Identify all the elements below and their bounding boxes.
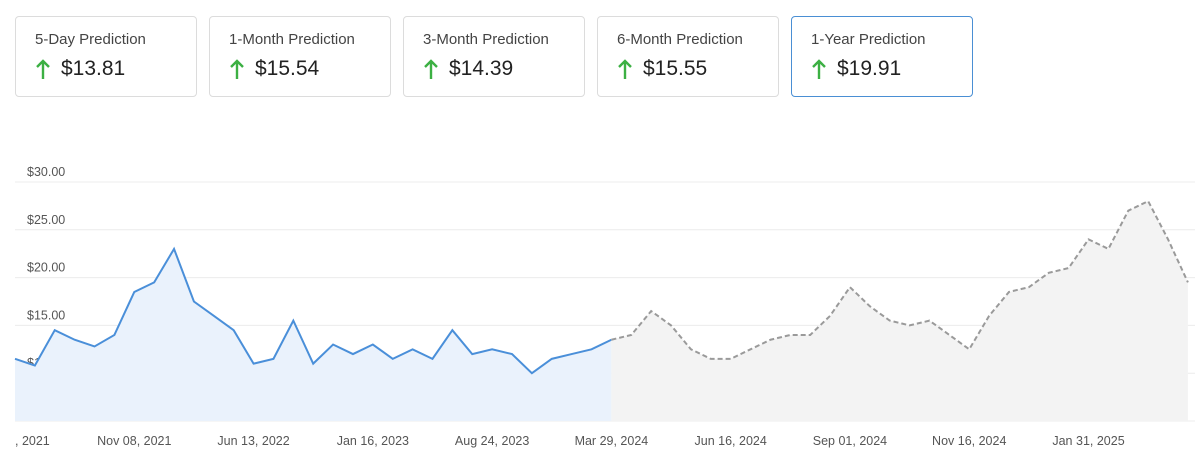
prediction-card[interactable]: 6-Month Prediction $15.55 [597, 16, 779, 97]
x-tick-label: Jan 16, 2023 [337, 434, 409, 448]
x-tick-label: Mar 29, 2024 [575, 434, 649, 448]
area [611, 201, 1188, 421]
card-value: $14.39 [449, 57, 514, 80]
prediction-card[interactable]: 1-Month Prediction $15.54 [209, 16, 391, 97]
card-value: $19.91 [837, 57, 902, 80]
chart: $5.00$10.00$15.00$20.00$25.00$30.00, 202… [14, 165, 1195, 448]
card-title: 5-Day Prediction [35, 31, 146, 48]
y-tick-label: $15.00 [27, 308, 65, 322]
area [15, 248, 612, 421]
x-tick-label: Jun 16, 2024 [695, 434, 767, 448]
card-title: 1-Month Prediction [229, 31, 355, 48]
up-arrow [812, 59, 826, 79]
x-tick-label: Nov 16, 2024 [932, 434, 1006, 448]
card-value: $15.55 [643, 57, 708, 80]
line [14, 246, 612, 375]
x-tick-label: Aug 24, 2023 [455, 434, 529, 448]
card-title: 6-Month Prediction [617, 31, 743, 48]
prediction-card[interactable]: 3-Month Prediction $14.39 [403, 16, 585, 97]
line [611, 199, 1189, 360]
x-tick-label: Jun 13, 2022 [217, 434, 289, 448]
prediction-card[interactable]: 1-Year Prediction $19.91 [791, 16, 973, 97]
prediction-card[interactable]: 5-Day Prediction $13.81 [15, 16, 197, 97]
up-arrow [36, 59, 50, 79]
up-arrow [230, 59, 244, 79]
card-title: 1-Year Prediction [811, 31, 926, 48]
card-title: 3-Month Prediction [423, 31, 549, 48]
x-tick-label: Jan 31, 2025 [1052, 434, 1124, 448]
x-tick-label: , 2021 [15, 434, 50, 448]
up-arrow [424, 59, 438, 79]
up-arrow [618, 59, 632, 79]
card-value: $15.54 [255, 57, 320, 80]
prediction-cards: 5-Day Prediction $13.81 1-Month Predictio… [15, 16, 973, 97]
y-tick-label: $30.00 [27, 165, 65, 179]
x-tick-label: Sep 01, 2024 [813, 434, 887, 448]
x-tick-label: Nov 08, 2021 [97, 434, 171, 448]
y-tick-label: $25.00 [27, 213, 65, 227]
card-value: $13.81 [61, 57, 126, 80]
y-tick-label: $20.00 [27, 261, 65, 275]
